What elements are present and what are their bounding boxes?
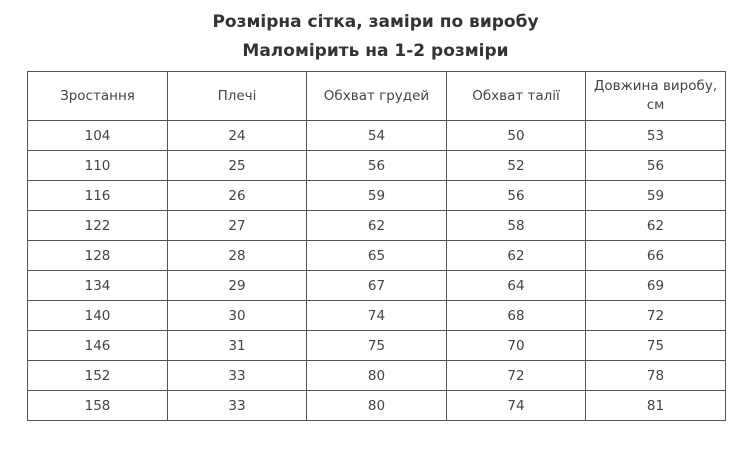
cell-waist: 52: [446, 150, 586, 181]
cell-length: 78: [585, 360, 726, 391]
cell-waist: 72: [446, 360, 586, 391]
cell-length: 62: [585, 210, 726, 241]
cell-shoulders: 25: [167, 150, 307, 181]
cell-chest: 56: [306, 150, 447, 181]
cell-height: 110: [27, 150, 168, 181]
table-row: 134 29 67 64 69: [27, 270, 726, 301]
header-chest: Обхват грудей: [306, 71, 447, 121]
cell-chest: 59: [306, 180, 447, 211]
cell-height: 152: [27, 360, 168, 391]
page-subtitle: Маломірить на 1-2 розміри: [242, 41, 509, 61]
cell-length: 56: [585, 150, 726, 181]
cell-waist: 74: [446, 390, 586, 421]
cell-waist: 68: [446, 300, 586, 331]
cell-shoulders: 31: [167, 330, 307, 361]
header-waist: Обхват талії: [446, 71, 586, 121]
cell-chest: 75: [306, 330, 447, 361]
cell-length: 81: [585, 390, 726, 421]
cell-height: 128: [27, 240, 168, 271]
table-row: 128 28 65 62 66: [27, 240, 726, 271]
cell-chest: 62: [306, 210, 447, 241]
cell-chest: 65: [306, 240, 447, 271]
cell-height: 134: [27, 270, 168, 301]
cell-waist: 58: [446, 210, 586, 241]
cell-chest: 80: [306, 360, 447, 391]
page-title: Розмірна сітка, заміри по виробу: [212, 12, 539, 32]
cell-chest: 67: [306, 270, 447, 301]
table-row: 122 27 62 58 62: [27, 210, 726, 241]
table-row: 104 24 54 50 53: [27, 120, 726, 151]
header-shoulders: Плечі: [167, 71, 307, 121]
table-header-row: Зростання Плечі Обхват грудей Обхват тал…: [27, 71, 726, 121]
cell-shoulders: 28: [167, 240, 307, 271]
cell-height: 146: [27, 330, 168, 361]
cell-waist: 56: [446, 180, 586, 211]
header-height: Зростання: [27, 71, 168, 121]
table-row: 146 31 75 70 75: [27, 330, 726, 361]
cell-length: 59: [585, 180, 726, 211]
table-row: 158 33 80 74 81: [27, 390, 726, 421]
cell-shoulders: 29: [167, 270, 307, 301]
cell-length: 66: [585, 240, 726, 271]
cell-shoulders: 33: [167, 360, 307, 391]
table-row: 140 30 74 68 72: [27, 300, 726, 331]
cell-waist: 70: [446, 330, 586, 361]
cell-height: 158: [27, 390, 168, 421]
cell-chest: 80: [306, 390, 447, 421]
cell-length: 72: [585, 300, 726, 331]
cell-length: 75: [585, 330, 726, 361]
size-chart-table: Зростання Плечі Обхват грудей Обхват тал…: [27, 71, 726, 421]
cell-shoulders: 24: [167, 120, 307, 151]
header-length: Довжина виробу, см: [585, 71, 726, 121]
cell-length: 69: [585, 270, 726, 301]
cell-height: 122: [27, 210, 168, 241]
cell-waist: 64: [446, 270, 586, 301]
cell-length: 53: [585, 120, 726, 151]
table-row: 116 26 59 56 59: [27, 180, 726, 211]
cell-shoulders: 30: [167, 300, 307, 331]
cell-height: 104: [27, 120, 168, 151]
cell-shoulders: 27: [167, 210, 307, 241]
table-row: 110 25 56 52 56: [27, 150, 726, 181]
cell-height: 116: [27, 180, 168, 211]
cell-chest: 74: [306, 300, 447, 331]
table-body: 104 24 54 50 53 110 25 56 52 56 116 26 59 56 59 122 27 62…: [27, 120, 726, 421]
cell-shoulders: 33: [167, 390, 307, 421]
cell-shoulders: 26: [167, 180, 307, 211]
cell-height: 140: [27, 300, 168, 331]
table-row: 152 33 80 72 78: [27, 360, 726, 391]
cell-waist: 50: [446, 120, 586, 151]
cell-chest: 54: [306, 120, 447, 151]
cell-waist: 62: [446, 240, 586, 271]
